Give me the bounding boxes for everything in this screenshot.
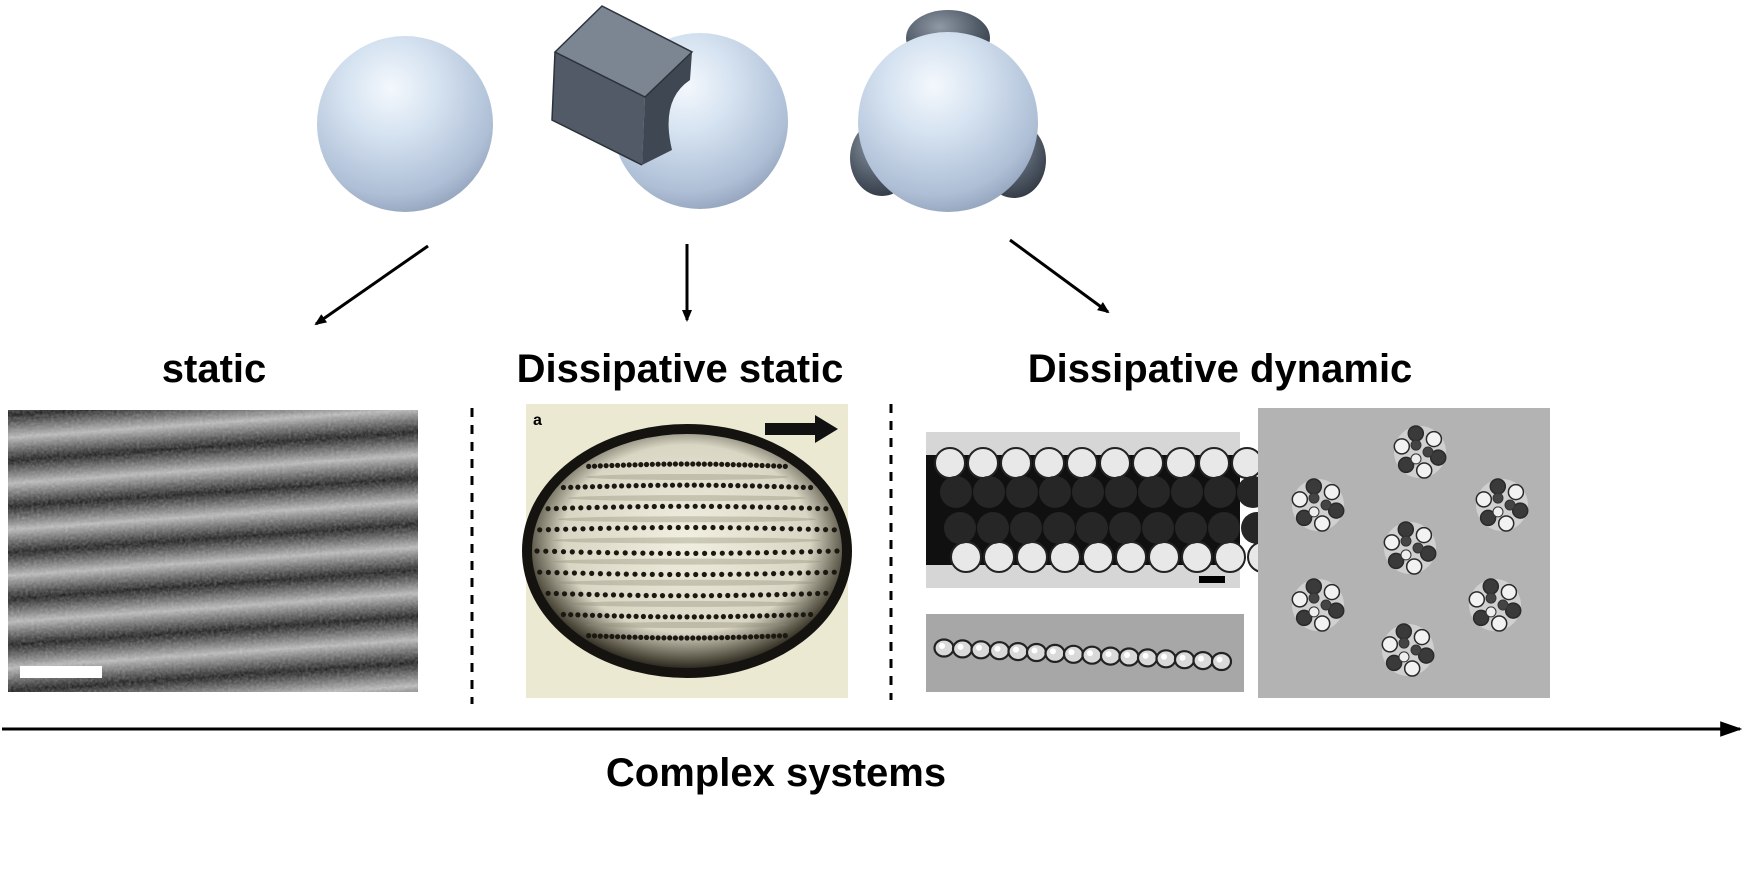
dissipative-dynamic-label: Dissipative dynamic [1028, 347, 1413, 391]
sphere-with-cube-particle [551, 5, 788, 209]
static-micrograph [8, 410, 418, 692]
static-label: static [162, 347, 267, 391]
particle-chains [534, 461, 840, 641]
arrow-to-dissipative-dynamic [1009, 238, 1110, 314]
scale-bar [20, 666, 102, 678]
flow-direction-arrow [765, 415, 838, 443]
dissipative-static-label: Dissipative static [517, 347, 844, 391]
arrow-to-static [314, 244, 429, 326]
scale-bar-small [1199, 576, 1225, 583]
double-chain-micrograph [926, 432, 1279, 588]
single-chain-micrograph [926, 614, 1244, 692]
panel-letter: a [533, 412, 542, 429]
cluster-micrograph [1258, 408, 1550, 698]
plain-sphere-particle [317, 36, 493, 212]
patchy-sphere-particle [850, 10, 1046, 212]
complex-systems-label: Complex systems [606, 751, 946, 795]
droplet-micrograph: a [522, 404, 852, 698]
